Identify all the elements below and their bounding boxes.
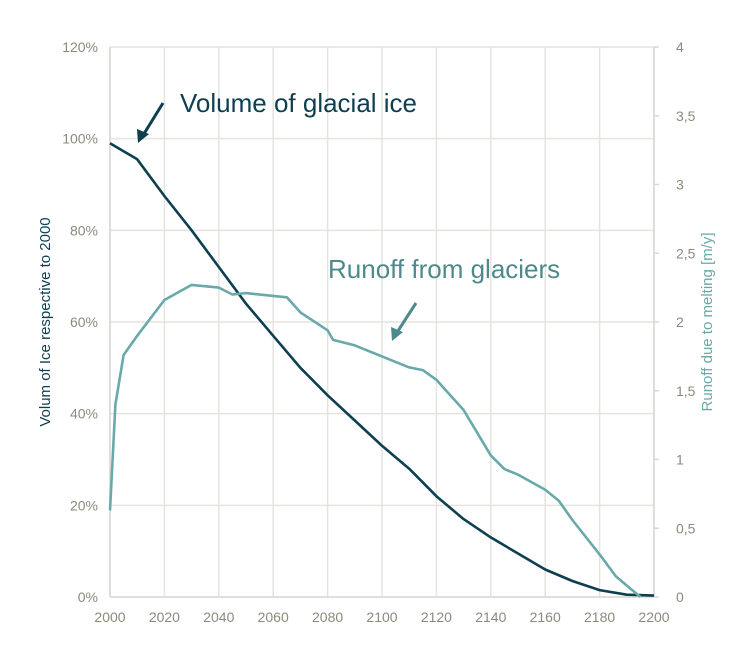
- x-tick-label: 2200: [638, 609, 669, 625]
- x-tick-label: 2040: [203, 609, 234, 625]
- x-tick-label: 2080: [312, 609, 343, 625]
- y-right-tick-label: 1: [676, 452, 684, 468]
- y-right-tick-label: 3: [676, 177, 684, 193]
- y-right-tick-label: 0: [676, 589, 684, 605]
- y-left-tick-label: 0%: [78, 589, 98, 605]
- annotation-volume: Volume of glacial ice: [180, 88, 417, 118]
- y-right-tick-label: 4: [676, 39, 684, 55]
- x-tick-label: 2020: [149, 609, 180, 625]
- x-tick-label: 2120: [421, 609, 452, 625]
- volume-line: [109, 142, 655, 597]
- y-left-tick-label: 80%: [70, 222, 98, 238]
- y-right-tick-label: 0,5: [676, 520, 696, 536]
- y-left-label: Volum of Ice respective to 2000: [37, 217, 54, 426]
- runoff-line: [108, 283, 642, 598]
- x-tick-label: 2060: [258, 609, 289, 625]
- y-right-tick-label: 3,5: [676, 108, 696, 124]
- y-left-tick-label: 100%: [62, 131, 98, 147]
- y-right-tick-label: 2,5: [676, 245, 696, 261]
- annotation-runoff: Runoff from glaciers: [328, 254, 560, 284]
- y-right-tick-label: 1,5: [676, 383, 696, 399]
- x-tick-label: 2180: [584, 609, 615, 625]
- x-tick-label: 2160: [530, 609, 561, 625]
- x-tick-label: 2140: [475, 609, 506, 625]
- y-right-tick-label: 2: [676, 314, 684, 330]
- arrow-runoff: [394, 302, 418, 335]
- arrow-volume-head: [137, 129, 149, 143]
- y-left-tick-label: 60%: [70, 314, 98, 330]
- y-left-tick-label: 40%: [70, 406, 98, 422]
- y-left-tick-label: 120%: [62, 39, 98, 55]
- y-right-label: Runoff due to melting [m/y]: [699, 233, 716, 412]
- arrow-volume: [140, 102, 165, 138]
- y-left-tick-label: 20%: [70, 497, 98, 513]
- arrow-runoff-head: [391, 327, 403, 341]
- x-tick-label: 2000: [94, 609, 125, 625]
- x-tick-label: 2100: [366, 609, 397, 625]
